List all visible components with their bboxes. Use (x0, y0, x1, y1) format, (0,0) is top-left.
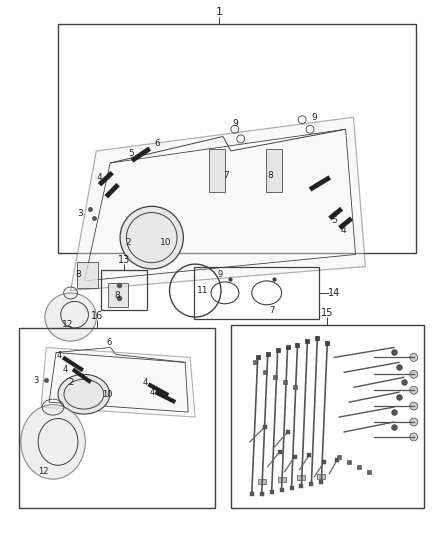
Bar (194, 267, 319, 319)
Text: 9: 9 (232, 119, 238, 128)
Text: 4: 4 (97, 173, 102, 182)
Text: 10: 10 (102, 390, 113, 399)
Circle shape (410, 353, 418, 361)
Bar (318, 474, 325, 479)
Bar (266, 149, 283, 192)
Polygon shape (71, 117, 365, 290)
Circle shape (410, 370, 418, 378)
Text: 14: 14 (328, 288, 340, 298)
Text: 12: 12 (38, 467, 48, 476)
Text: 7: 7 (269, 306, 274, 315)
Ellipse shape (21, 405, 85, 479)
Text: 10: 10 (160, 238, 171, 247)
Bar (258, 479, 266, 483)
Circle shape (410, 402, 418, 410)
Text: 15: 15 (321, 308, 333, 318)
Text: 3: 3 (33, 376, 39, 385)
Text: 2: 2 (68, 378, 74, 387)
Text: 13: 13 (118, 255, 130, 265)
Bar (231, 325, 424, 508)
Ellipse shape (58, 374, 110, 414)
Bar (58, 23, 416, 253)
Text: 8: 8 (114, 291, 120, 300)
Text: 3: 3 (78, 209, 83, 218)
Text: 7: 7 (223, 171, 229, 180)
Ellipse shape (120, 206, 184, 269)
Ellipse shape (45, 293, 96, 341)
Text: 2: 2 (125, 238, 131, 247)
Text: 5: 5 (128, 149, 134, 158)
Circle shape (410, 386, 418, 394)
Text: 11: 11 (198, 286, 209, 295)
Text: 5: 5 (331, 216, 337, 225)
Text: 6: 6 (106, 338, 111, 347)
Text: 9: 9 (311, 113, 317, 122)
Bar (101, 270, 148, 310)
Text: 8: 8 (75, 270, 81, 279)
Circle shape (410, 433, 418, 441)
Bar (19, 328, 215, 508)
Bar (297, 475, 305, 480)
Bar (209, 149, 225, 192)
Text: 12: 12 (62, 320, 74, 329)
Text: 4: 4 (341, 226, 346, 235)
Bar (278, 477, 286, 482)
Bar (77, 262, 98, 288)
Text: 1: 1 (215, 6, 223, 17)
Text: 4: 4 (62, 365, 67, 374)
Text: 16: 16 (91, 311, 103, 321)
Bar (108, 284, 128, 308)
Text: 4: 4 (143, 378, 148, 387)
Text: 8: 8 (268, 171, 273, 180)
Circle shape (410, 418, 418, 426)
Text: 4: 4 (57, 351, 62, 360)
Text: 4: 4 (150, 387, 155, 397)
Text: 6: 6 (155, 139, 161, 148)
Text: 9: 9 (217, 270, 223, 279)
Polygon shape (41, 348, 195, 417)
